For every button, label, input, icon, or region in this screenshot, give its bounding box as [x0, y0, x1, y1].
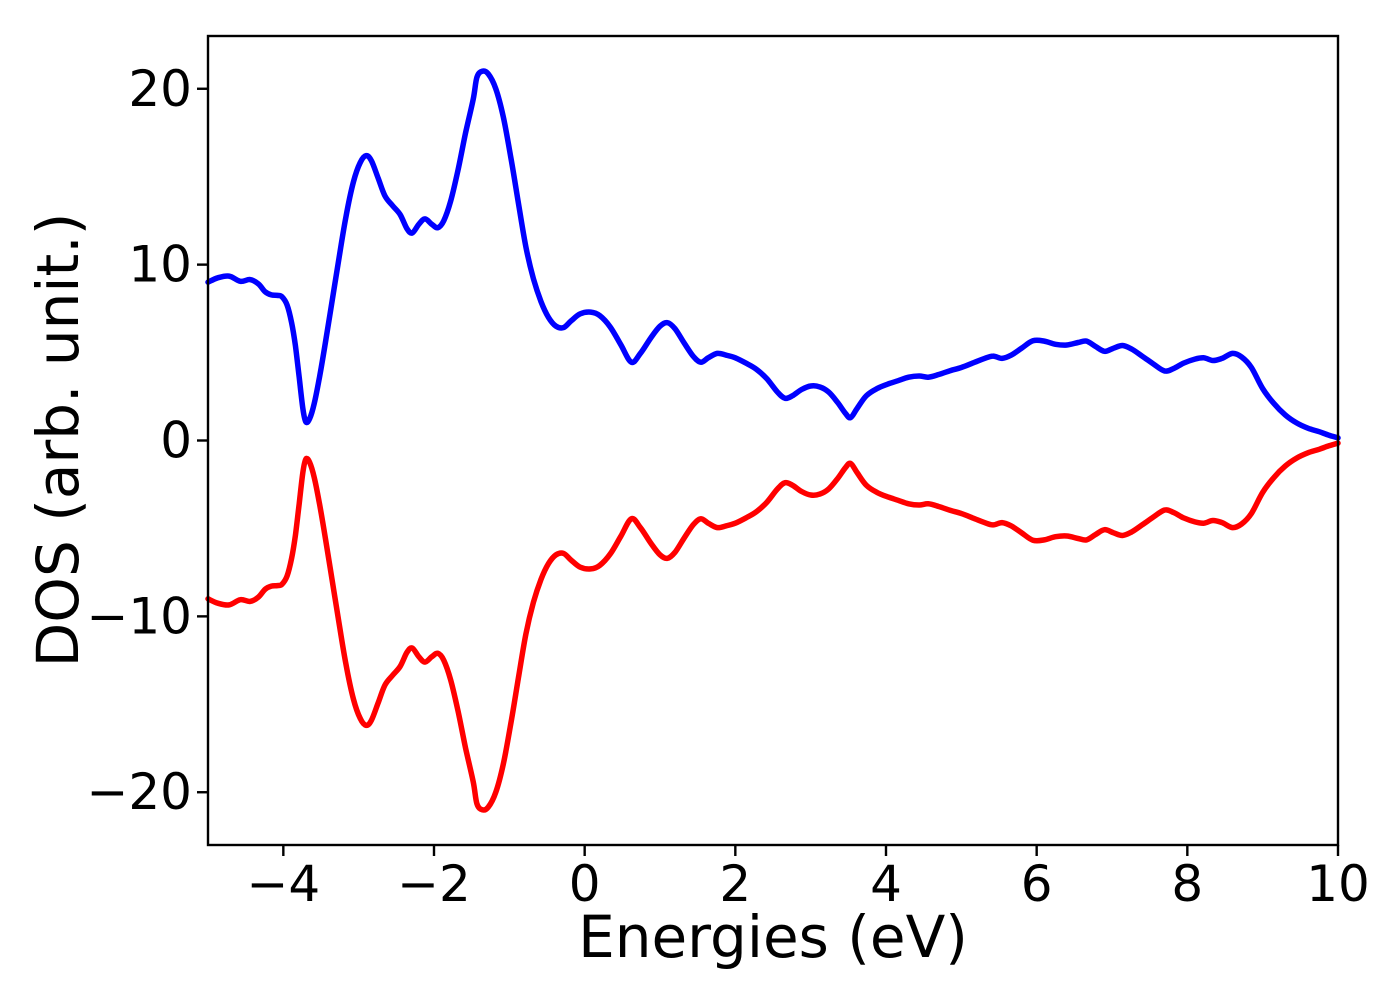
- spin-down-curve: [205, 440, 1341, 813]
- series-lines: [205, 68, 1341, 813]
- y-axis-ticks: 20 10 0 −10 −20: [86, 60, 208, 821]
- x-tick-label: 8: [1171, 855, 1203, 913]
- y-tick-label: −20: [86, 763, 192, 821]
- y-tick-label: 20: [128, 60, 192, 118]
- x-tick-label: 10: [1306, 855, 1370, 913]
- x-tick-label: 0: [569, 855, 601, 913]
- y-tick-label: −10: [86, 587, 192, 645]
- x-tick-label: 4: [870, 855, 902, 913]
- spin-up-curve: [205, 68, 1341, 441]
- x-tick-label: −4: [246, 855, 320, 913]
- x-tick-label: 2: [719, 855, 751, 913]
- x-axis-ticks: −4 −2 0 2 4 6 8 10: [246, 845, 1370, 913]
- y-tick-label: 10: [128, 236, 192, 294]
- y-axis-label: DOS (arb. unit.): [24, 213, 92, 668]
- x-tick-label: 6: [1021, 855, 1053, 913]
- y-tick-label: 0: [160, 412, 192, 470]
- x-tick-label: −2: [397, 855, 471, 913]
- x-axis-label: Energies (eV): [578, 903, 968, 971]
